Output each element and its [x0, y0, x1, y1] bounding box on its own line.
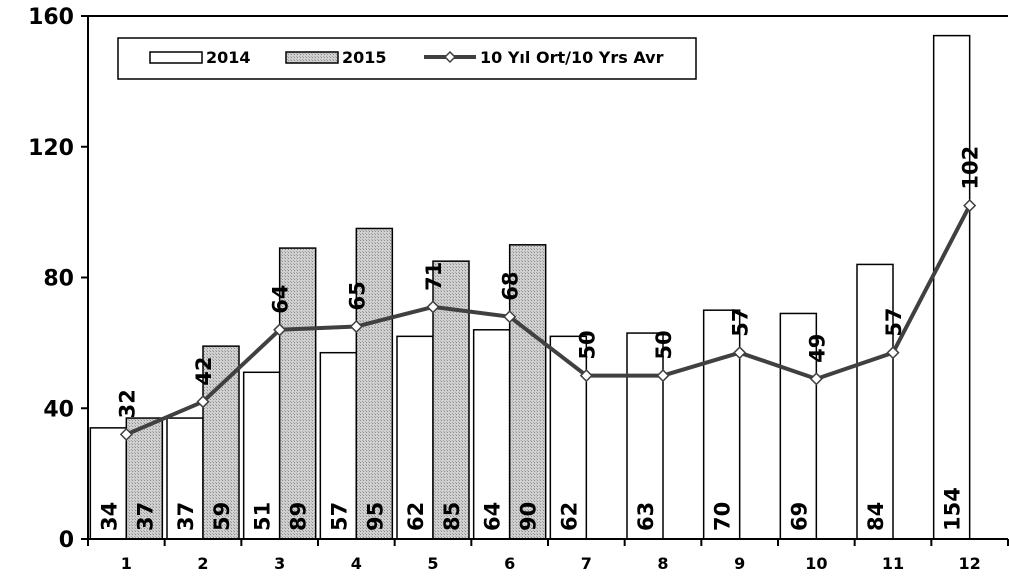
avg-label-11: 57 — [882, 307, 906, 336]
avg-marker-7 — [579, 369, 593, 383]
x-tick-label-12: 12 — [959, 554, 981, 573]
legend-marker-avg — [443, 50, 457, 64]
data-label-2015-3: 89 — [287, 502, 311, 531]
avg-marker-8 — [656, 369, 670, 383]
data-label-2014-1: 34 — [97, 502, 121, 531]
data-label-2014-5: 62 — [404, 502, 428, 531]
avg-label-7: 50 — [575, 330, 599, 359]
data-labels: 34 37 51 57 62 64 62 63 70 69 84 154 37 59 89 95 85 90 32 4… — [97, 146, 982, 531]
data-label-2014-11: 84 — [864, 502, 888, 531]
data-label-2014-12: 154 — [941, 487, 965, 531]
x-tick-label-1: 1 — [121, 554, 132, 573]
legend-swatch-2015 — [285, 51, 339, 64]
x-tick-label-10: 10 — [805, 554, 827, 573]
avg-marker-3 — [273, 323, 287, 337]
bar-2015-4 — [355, 227, 394, 540]
avg-marker-9 — [733, 346, 747, 360]
avg-label-5: 71 — [422, 262, 446, 291]
y-tick-label-0: 0 — [59, 528, 74, 553]
series-2014-bars — [89, 34, 971, 540]
bar-2015-2 — [202, 345, 240, 540]
y-tick-label-120: 120 — [28, 136, 74, 161]
x-tick-label-8: 8 — [657, 554, 668, 573]
data-label-2015-5: 85 — [440, 502, 464, 531]
data-label-2015-2: 59 — [210, 502, 234, 531]
avg-label-10: 49 — [805, 334, 829, 363]
avg-label-8: 50 — [652, 330, 676, 359]
avg-marker-5 — [426, 300, 440, 314]
bar-2014-1 — [89, 427, 128, 540]
avg-label-6: 68 — [499, 271, 523, 300]
bar-2014-10 — [779, 312, 818, 540]
legend-label-2014: 2014 — [206, 48, 251, 67]
avg-marker-2 — [196, 395, 210, 409]
avg-label-3: 64 — [269, 285, 293, 314]
x-tick-label-7: 7 — [581, 554, 592, 573]
avg-marker-12 — [963, 199, 977, 213]
x-tick-label-9: 9 — [734, 554, 745, 573]
avg-label-1: 32 — [115, 389, 139, 418]
data-label-2014-7: 62 — [557, 502, 581, 531]
data-label-2014-6: 64 — [481, 502, 505, 531]
legend-label-avg: 10 Yıl Ort/10 Yrs Avr — [480, 48, 664, 67]
data-label-2015-4: 95 — [363, 502, 387, 531]
avg-marker-1 — [119, 427, 133, 441]
x-tick-label-4: 4 — [351, 554, 362, 573]
avg-label-9: 57 — [729, 307, 753, 336]
avg-marker-6 — [503, 310, 517, 324]
data-label-2015-1: 37 — [133, 502, 157, 531]
avg-label-4: 65 — [345, 281, 369, 310]
data-label-2014-2: 37 — [174, 502, 198, 531]
avg-marker-11 — [886, 346, 900, 360]
bar-2014-12 — [932, 34, 971, 540]
x-tick-label-6: 6 — [504, 554, 515, 573]
data-label-2014-10: 69 — [787, 502, 811, 531]
bar-2015-5 — [432, 260, 470, 540]
bar-2014-8 — [626, 332, 664, 540]
data-label-2014-8: 63 — [634, 502, 658, 531]
avg-line-path — [125, 204, 972, 437]
x-tick-label-5: 5 — [427, 554, 438, 573]
x-tick-label-2: 2 — [197, 554, 208, 573]
legend: 2014 2015 10 Yıl Ort/10 Yrs Avr — [117, 37, 697, 80]
y-tick-label-80: 80 — [43, 267, 74, 292]
bar-2014-2 — [166, 417, 204, 540]
bar-2014-6 — [472, 329, 511, 540]
bar-2015-6 — [508, 244, 547, 540]
bar-2014-11 — [856, 263, 894, 540]
avg-label-12: 102 — [959, 146, 983, 190]
avg-label-2: 42 — [192, 356, 216, 385]
data-label-2014-4: 57 — [327, 502, 351, 531]
avg-marker-4 — [349, 319, 363, 334]
legend-box — [117, 37, 697, 80]
x-tick-label-11: 11 — [882, 554, 904, 573]
data-label-2014-9: 70 — [711, 502, 735, 531]
avg-marker-10 — [809, 372, 823, 386]
data-label-2015-6: 90 — [517, 502, 541, 531]
legend-label-2015: 2015 — [342, 48, 387, 67]
series-2015-bars — [125, 227, 547, 540]
legend-swatch-2014 — [149, 51, 203, 64]
y-tick-label-160: 160 — [28, 5, 74, 30]
data-label-2014-3: 51 — [251, 502, 275, 531]
series-avg-line — [119, 199, 977, 441]
y-tick-label-40: 40 — [43, 397, 74, 422]
x-tick-label-3: 3 — [274, 554, 285, 573]
